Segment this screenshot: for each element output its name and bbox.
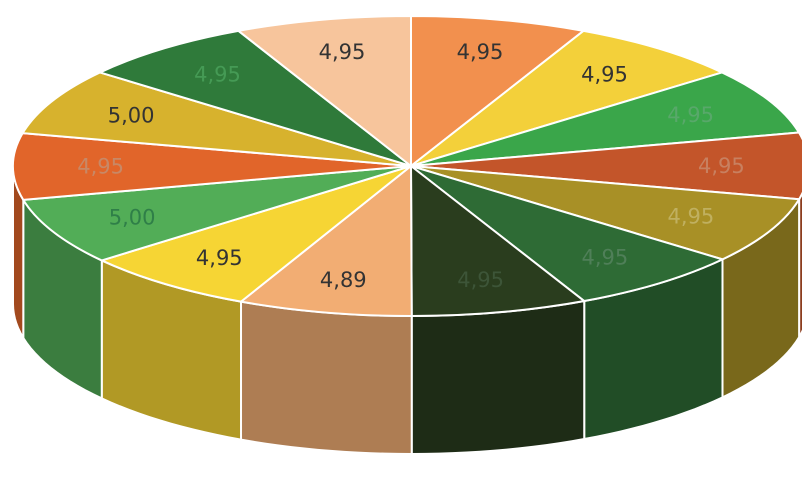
data-label-2: 4,95 [667,103,714,127]
data-label-7: 4,89 [320,268,367,292]
pie-slice-0 [410,15,585,167]
data-label-10: 4,95 [77,154,124,178]
data-label-4: 4,95 [668,205,715,229]
pie-slice-1 [410,29,724,167]
pie-slice-6 [410,165,586,317]
data-label-13: 4,95 [319,40,366,64]
pie-tops [12,15,802,318]
pie-slice-7 [240,165,413,318]
data-label-9: 5,00 [109,205,156,229]
pie-slice-9 [22,165,412,262]
pie-slice-13 [237,15,412,167]
pie-slice-11 [21,71,412,167]
data-label-11: 5,00 [108,103,155,127]
pie-sides [12,165,802,456]
pie-slice-side-7 [240,300,413,456]
data-label-12: 4,95 [194,63,241,87]
data-label-6: 4,95 [457,268,504,292]
data-label-8: 4,95 [196,246,243,270]
pie-slice-4 [410,165,801,261]
pie-slice-8 [100,165,412,303]
data-label-3: 4,95 [698,154,745,178]
data-label-5: 4,95 [582,245,629,269]
pie-labels: 4,95 4,95 4,95 4,95 4,95 4,95 4,95 4,89 4,95 5,00… [77,40,745,292]
pie-slice-12 [98,29,412,167]
data-label-0: 4,95 [457,40,504,64]
pie-slice-side-6 [410,299,586,456]
pie-slice-10 [12,132,412,201]
data-label-1: 4,95 [581,63,628,87]
pie-slice-3 [410,131,802,201]
pie-slice-2 [410,71,800,167]
pie-slice-5 [410,165,724,303]
